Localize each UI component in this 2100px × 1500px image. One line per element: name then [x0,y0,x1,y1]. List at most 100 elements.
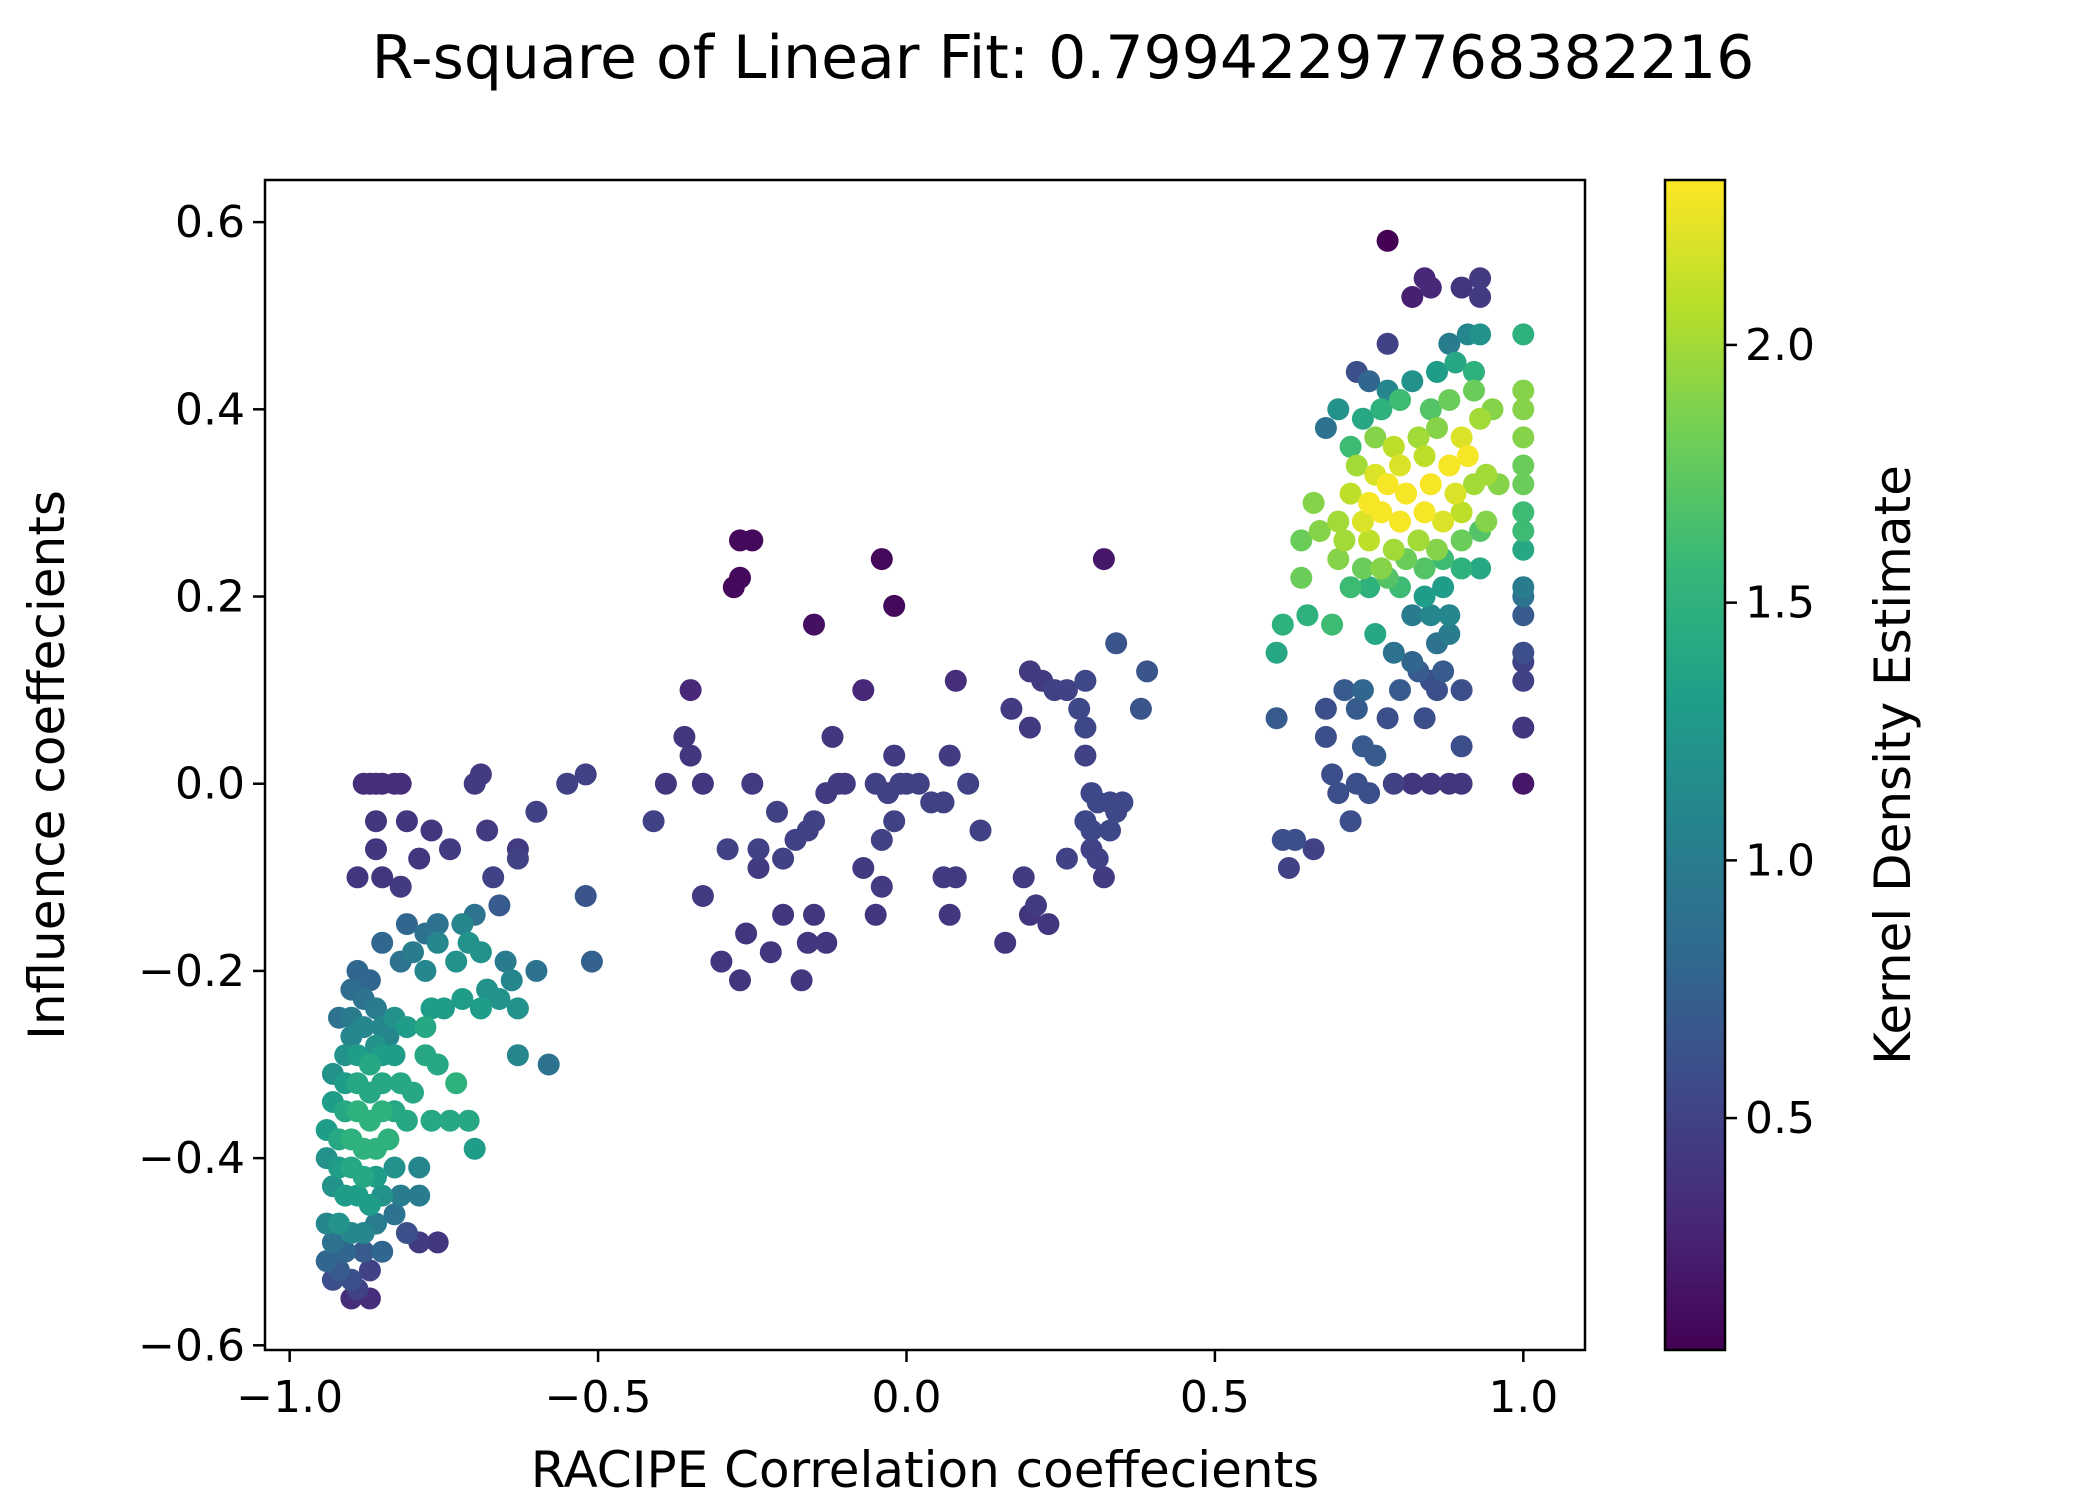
data-point [556,772,579,795]
data-point [1351,407,1374,430]
data-point [574,763,597,786]
data-point [1382,538,1405,561]
data-point [371,1240,394,1263]
x-tick-label: 0.5 [1180,1372,1250,1423]
data-point [358,1259,381,1282]
data-point [1105,800,1128,823]
data-point [1450,276,1473,299]
data-point [389,772,412,795]
data-point [729,969,751,992]
data-point [741,529,764,552]
data-point [1438,332,1461,355]
data-point [1105,632,1128,655]
data-point [741,772,764,795]
data-point [1339,482,1362,505]
scatter-points [315,229,1535,1310]
data-point [1314,417,1337,439]
data-point [833,772,856,795]
data-point [1512,520,1535,542]
data-point [803,613,825,636]
data-point [414,959,437,982]
data-point [1129,697,1152,720]
data-point [469,941,492,964]
data-point [852,679,875,702]
x-axis-label: RACIPE Correlation coeffecients [531,1441,1319,1499]
data-point [1450,501,1473,524]
data-point [463,1137,486,1160]
data-point [371,866,394,889]
data-point [1426,417,1448,439]
data-point [1136,660,1159,683]
data-point [1419,276,1442,299]
data-point [365,810,387,833]
data-point [395,1109,418,1132]
plot-frame [263,178,1587,1352]
data-point [1426,360,1448,383]
data-point [1401,651,1424,673]
data-point [1364,623,1387,645]
data-point [1438,623,1461,645]
data-point [870,828,893,851]
data-point [1432,576,1455,599]
data-point [469,763,492,786]
data-point [1092,548,1115,571]
data-point [1290,529,1313,552]
y-axis-label: Influence coeffecients [18,490,76,1040]
data-point [1025,894,1047,917]
data-point [938,744,961,767]
data-point [1080,819,1103,842]
data-point [821,725,844,748]
data-point [408,847,431,870]
data-point [1512,604,1535,627]
data-point [1333,679,1356,702]
x-tick-label: 1.0 [1488,1372,1558,1423]
data-point [1512,426,1535,449]
data-point [1450,529,1473,552]
data-point [1413,445,1436,468]
data-point [1432,510,1455,533]
data-point [1302,838,1325,861]
data-point [1382,641,1405,664]
data-point [1389,454,1411,477]
data-point [488,988,511,1010]
data-point [1512,323,1535,346]
data-point [1469,323,1492,346]
y-tick-label: −0.6 [138,1320,245,1371]
data-point [402,941,424,964]
data-point [883,810,906,833]
data-point [1512,501,1535,524]
data-point [537,1053,560,1076]
data-point [1376,473,1399,496]
colorbar-tick-label: 1.0 [1745,835,1815,886]
data-point [1000,697,1023,720]
data-point [1351,679,1374,702]
y-tick-label: −0.2 [138,946,245,997]
data-point [957,772,980,795]
data-point [994,931,1017,954]
data-point [654,772,677,795]
data-point [1438,389,1461,411]
data-point [506,847,529,870]
data-point [525,959,548,982]
data-point [772,847,795,870]
x-tick-label: 0.0 [872,1372,942,1423]
data-point [389,875,412,898]
data-point [1512,538,1535,561]
data-point [383,1156,406,1179]
data-point [371,1072,394,1095]
data-point [1407,426,1430,449]
data-point [1419,473,1442,496]
data-point [1512,641,1535,664]
data-point [691,772,714,795]
data-point [1413,501,1436,524]
data-point [920,791,943,814]
data-point [673,725,696,748]
data-point [944,866,967,889]
data-point [1512,398,1535,421]
data-point [580,950,603,973]
data-point [1469,557,1492,580]
colorbar-tick-label: 1.5 [1745,578,1815,629]
data-point [315,1250,338,1273]
data-point [420,1109,443,1132]
y-tick-label: 0.4 [175,384,245,435]
